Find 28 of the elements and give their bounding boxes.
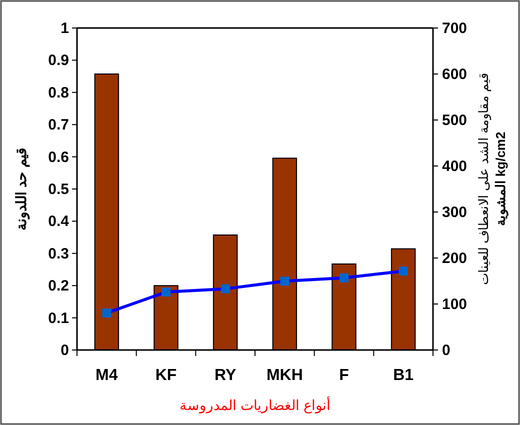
y-tick-label: 0.1 [48, 310, 69, 327]
x-tick-label: B1 [393, 367, 414, 384]
y-tick-label: 0.8 [48, 84, 69, 102]
y-tick-label: 1 [60, 20, 69, 37]
y-tick-label: 0.2 [48, 278, 69, 295]
x-tick-label: F [339, 367, 350, 384]
y-tick-label: 0.7 [48, 116, 69, 134]
x-tick-label: RY [214, 367, 236, 384]
x-tick-label: KF [155, 367, 177, 384]
y-tick-label: 0 [60, 342, 69, 359]
x-axis-title: أنواع الغضاريات المدروسة [180, 395, 330, 414]
y2-tick-label: 700 [442, 20, 468, 37]
y2-tick-label: 100 [442, 296, 468, 313]
y2-tick-label: 300 [442, 204, 468, 221]
y-axis-title: قيم حد اللدونة [13, 148, 30, 230]
y-tick-label: 0.6 [48, 148, 69, 166]
y2-tick-label: 200 [442, 250, 468, 267]
y-tick-label: 0.4 [48, 213, 70, 230]
y-tick-label: 0.9 [48, 52, 69, 70]
y2-axis-title: قيم مقاومة الشد على الانعطاف للعينات المشوية kg/cm2 [476, 72, 509, 286]
y-tick-label: 0.5 [48, 181, 69, 198]
y2-tick-label: 0 [442, 342, 450, 359]
y2-tick-label: 600 [442, 66, 468, 83]
x-tick-label: MKH [266, 367, 303, 384]
y-tick-label: 0.3 [48, 245, 69, 262]
y2-tick-label: 500 [442, 112, 468, 129]
x-tick-label: M4 [96, 367, 118, 384]
y2-tick-label: 400 [442, 158, 468, 175]
